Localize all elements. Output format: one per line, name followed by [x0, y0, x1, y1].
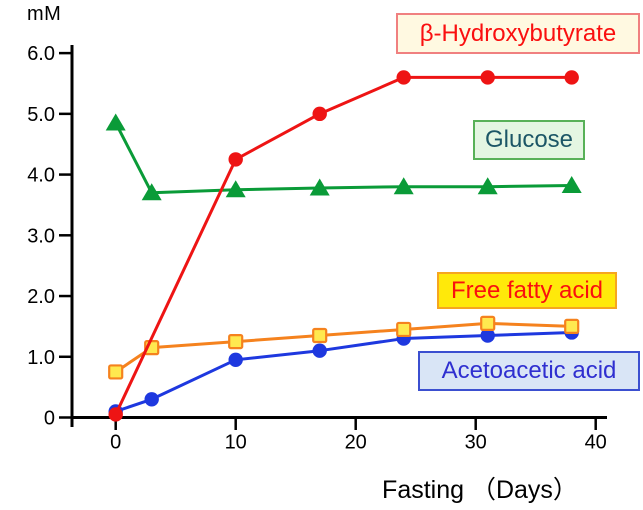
y-tick-label: 5.0 — [27, 104, 55, 126]
series-marker-2 — [312, 327, 328, 344]
y-axis-unit-label: mM — [27, 3, 62, 25]
series-marker-2 — [564, 318, 580, 335]
series-marker-0 — [396, 70, 411, 85]
series-marker-0 — [108, 407, 123, 422]
y-tick-label: 4.0 — [27, 165, 55, 187]
series-marker-2 — [228, 333, 244, 350]
series-marker-0 — [480, 70, 495, 85]
legend-acetoacetic-acid: Acetoacetic acid — [418, 351, 640, 391]
legend-free-fatty-acid: Free fatty acid — [437, 272, 617, 309]
legend-beta-hydroxybutyrate: β-Hydroxybutyrate — [396, 13, 640, 54]
series-marker-1 — [309, 178, 330, 196]
series-marker-1 — [561, 176, 582, 194]
y-tick-label: 6.0 — [27, 43, 55, 65]
y-tick-label: 2.0 — [27, 286, 55, 308]
series-marker-2 — [108, 364, 124, 380]
series-marker-1 — [477, 177, 498, 195]
series-marker-3 — [312, 343, 327, 358]
series-marker-1 — [225, 180, 246, 198]
series-marker-1 — [393, 177, 414, 195]
series-marker-0 — [564, 70, 579, 85]
legend-glucose: Glucose — [473, 120, 585, 160]
series-line-0 — [114, 75, 574, 416]
series-marker-3 — [144, 392, 159, 407]
x-tick-label: 40 — [585, 432, 607, 454]
y-tick-label: 0 — [44, 408, 55, 430]
legend-glucose-label: Glucose — [484, 126, 574, 153]
x-axis-title: Fasting （Days） — [382, 476, 578, 504]
series-marker-1 — [141, 183, 162, 201]
series-marker-1 — [105, 113, 126, 131]
y-tick-label: 1.0 — [27, 347, 55, 369]
series-marker-2 — [396, 321, 412, 338]
legend-acetoacetic-acid-label: Acetoacetic acid — [441, 357, 617, 384]
series-marker-0 — [312, 106, 327, 122]
legend-beta-hydroxybutyrate-label: β-Hydroxybutyrate — [419, 19, 617, 47]
y-tick-label: 3.0 — [27, 225, 55, 247]
x-tick-label: 10 — [225, 432, 247, 454]
legend-free-fatty-acid-label: Free fatty acid — [450, 276, 604, 304]
series-marker-2 — [480, 315, 496, 331]
series-marker-3 — [228, 352, 243, 368]
x-tick-label: 20 — [345, 432, 367, 454]
x-tick-label: 30 — [465, 432, 487, 454]
x-tick-label: 0 — [110, 432, 121, 454]
series-marker-3 — [480, 328, 495, 343]
series-marker-0 — [228, 152, 243, 167]
